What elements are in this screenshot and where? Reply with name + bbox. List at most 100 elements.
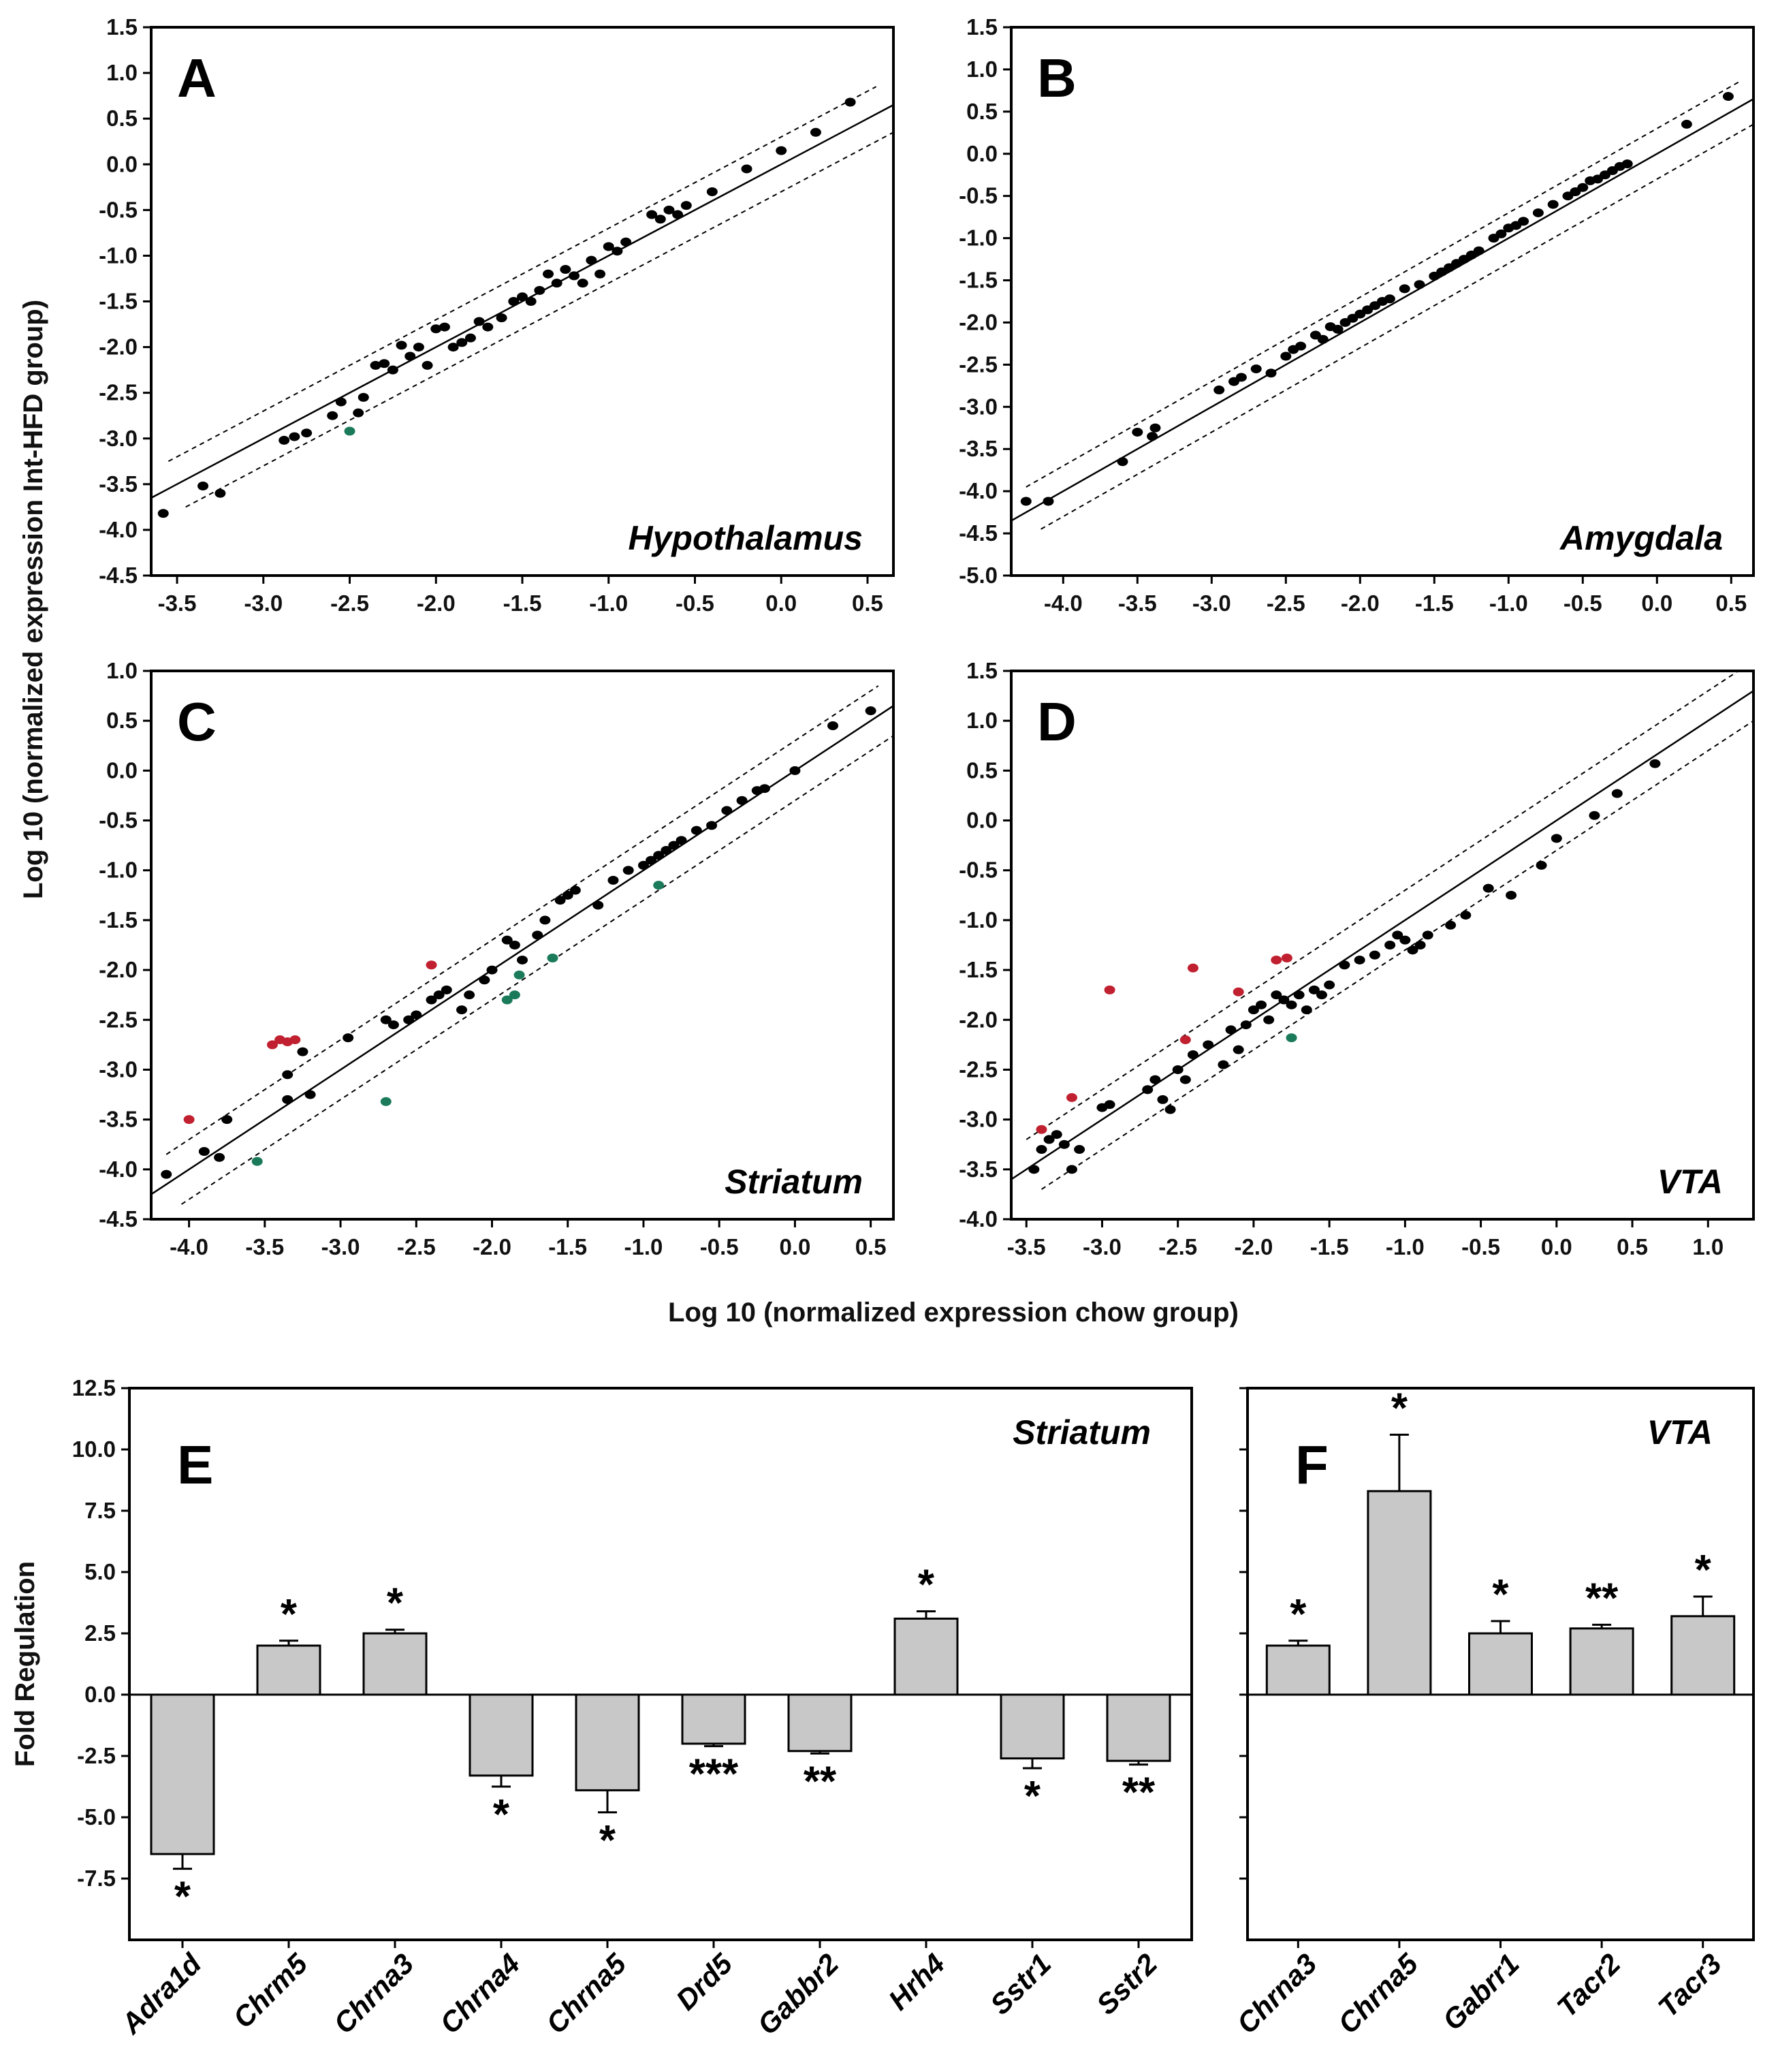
- upper-threshold-line: [168, 86, 877, 462]
- y-tick-label: 5.0: [84, 1559, 116, 1584]
- bar: [469, 1693, 534, 1777]
- data-point: [1149, 1075, 1161, 1084]
- data-point: [413, 343, 424, 352]
- shared-x-axis-label: Log 10 (normalized expression chow group…: [668, 1298, 1239, 1328]
- upregulated-point: [426, 960, 437, 970]
- data-point: [554, 896, 566, 905]
- x-tick-label: 0.5: [1617, 1234, 1648, 1259]
- downregulated-point: [501, 995, 513, 1005]
- bar: [1569, 1627, 1634, 1696]
- significance-mark: *: [918, 1562, 935, 1609]
- y-tick-label: -3.5: [959, 436, 998, 461]
- significance-mark: **: [804, 1758, 837, 1805]
- data-point: [569, 885, 581, 895]
- data-point: [1157, 1095, 1169, 1104]
- data-point: [447, 343, 459, 352]
- x-tick-label: -2.0: [1341, 591, 1380, 616]
- category-label: Drd5: [669, 1947, 738, 2016]
- x-tick-label: -0.5: [1563, 591, 1602, 616]
- y-tick-label: -1.5: [959, 268, 998, 293]
- data-point: [464, 990, 475, 1000]
- x-tick-label: -3.5: [1118, 591, 1157, 616]
- y-tick-label: 1.0: [106, 658, 138, 683]
- data-point: [1506, 890, 1517, 900]
- downregulated-point: [547, 954, 558, 963]
- identity-line: [151, 705, 893, 1195]
- downregulated-point: [653, 881, 665, 890]
- data-point: [1399, 935, 1411, 945]
- category-label: Tacr3: [1652, 1947, 1728, 2023]
- category-label: Tacr2: [1551, 1947, 1626, 2023]
- data-point: [680, 201, 692, 210]
- bar: [1468, 1632, 1533, 1696]
- data-point: [1399, 284, 1410, 294]
- upregulated-point: [183, 1115, 195, 1125]
- data-point: [620, 237, 632, 247]
- x-tick-label: -4.0: [170, 1234, 208, 1259]
- data-point: [501, 935, 513, 945]
- data-point: [741, 164, 752, 174]
- panel-label: E: [177, 1434, 213, 1495]
- data-point: [1278, 995, 1290, 1005]
- x-tick-label: -0.5: [1461, 1234, 1500, 1259]
- y-tick-label: -5.0: [77, 1804, 116, 1830]
- data-point: [1354, 955, 1365, 964]
- category-label: Sstr2: [1090, 1947, 1164, 2021]
- y-tick-label: -4.5: [959, 520, 998, 546]
- bar: [1265, 1644, 1331, 1696]
- panel-label: B: [1037, 48, 1077, 108]
- y-tick-label: 10.0: [72, 1437, 116, 1462]
- x-tick-label: -1.5: [1415, 591, 1454, 616]
- data-point: [1250, 364, 1262, 374]
- y-tick-label: -1.0: [99, 242, 138, 268]
- data-point: [479, 975, 490, 985]
- data-point: [422, 360, 433, 370]
- data-point: [1460, 911, 1472, 920]
- x-tick-label: -2.0: [473, 1234, 511, 1259]
- y-tick-label: -2.5: [77, 1743, 116, 1768]
- data-point: [517, 955, 528, 964]
- panel-label: D: [1037, 691, 1077, 752]
- y-tick-label: -1.0: [959, 907, 998, 932]
- data-point: [539, 915, 551, 925]
- data-point: [1235, 373, 1247, 382]
- lower-threshold-line: [1041, 720, 1753, 1190]
- data-point: [1495, 229, 1507, 238]
- bar: [681, 1693, 746, 1745]
- region-label: Hypothalamus: [628, 519, 863, 557]
- data-point: [1147, 432, 1158, 441]
- data-point: [473, 317, 485, 326]
- data-point: [543, 269, 554, 279]
- x-tick-label: -2.5: [1267, 591, 1305, 616]
- data-point: [486, 965, 498, 975]
- plot-frame: [128, 1387, 1193, 1941]
- data-point: [1577, 183, 1589, 192]
- data-point: [577, 279, 588, 288]
- x-tick-label: -3.5: [245, 1234, 284, 1259]
- y-tick-label: -3.5: [99, 471, 138, 497]
- y-tick-label: -2.5: [99, 380, 138, 405]
- upregulated-point: [289, 1035, 301, 1045]
- data-point: [653, 851, 665, 860]
- data-point: [1280, 351, 1292, 361]
- data-point: [1392, 930, 1403, 940]
- data-point: [594, 269, 606, 279]
- data-point: [297, 1047, 308, 1056]
- data-point: [1172, 1065, 1184, 1074]
- x-tick-label: -4.0: [1044, 591, 1083, 616]
- data-point: [403, 1015, 415, 1024]
- y-tick-label: -4.0: [959, 478, 998, 503]
- data-point: [1681, 119, 1692, 129]
- bar: [362, 1632, 428, 1696]
- y-tick-label: 0.5: [106, 106, 138, 131]
- data-point: [161, 1170, 172, 1179]
- y-tick-label: -4.5: [99, 563, 138, 588]
- data-point: [197, 482, 209, 491]
- data-point: [1482, 883, 1494, 893]
- significance-mark: ***: [689, 1751, 739, 1798]
- data-point: [1301, 1005, 1312, 1015]
- plot-frame: [1010, 26, 1755, 577]
- data-point: [1369, 950, 1380, 960]
- data-point: [282, 1095, 293, 1104]
- y-tick-label: -3.0: [959, 394, 998, 419]
